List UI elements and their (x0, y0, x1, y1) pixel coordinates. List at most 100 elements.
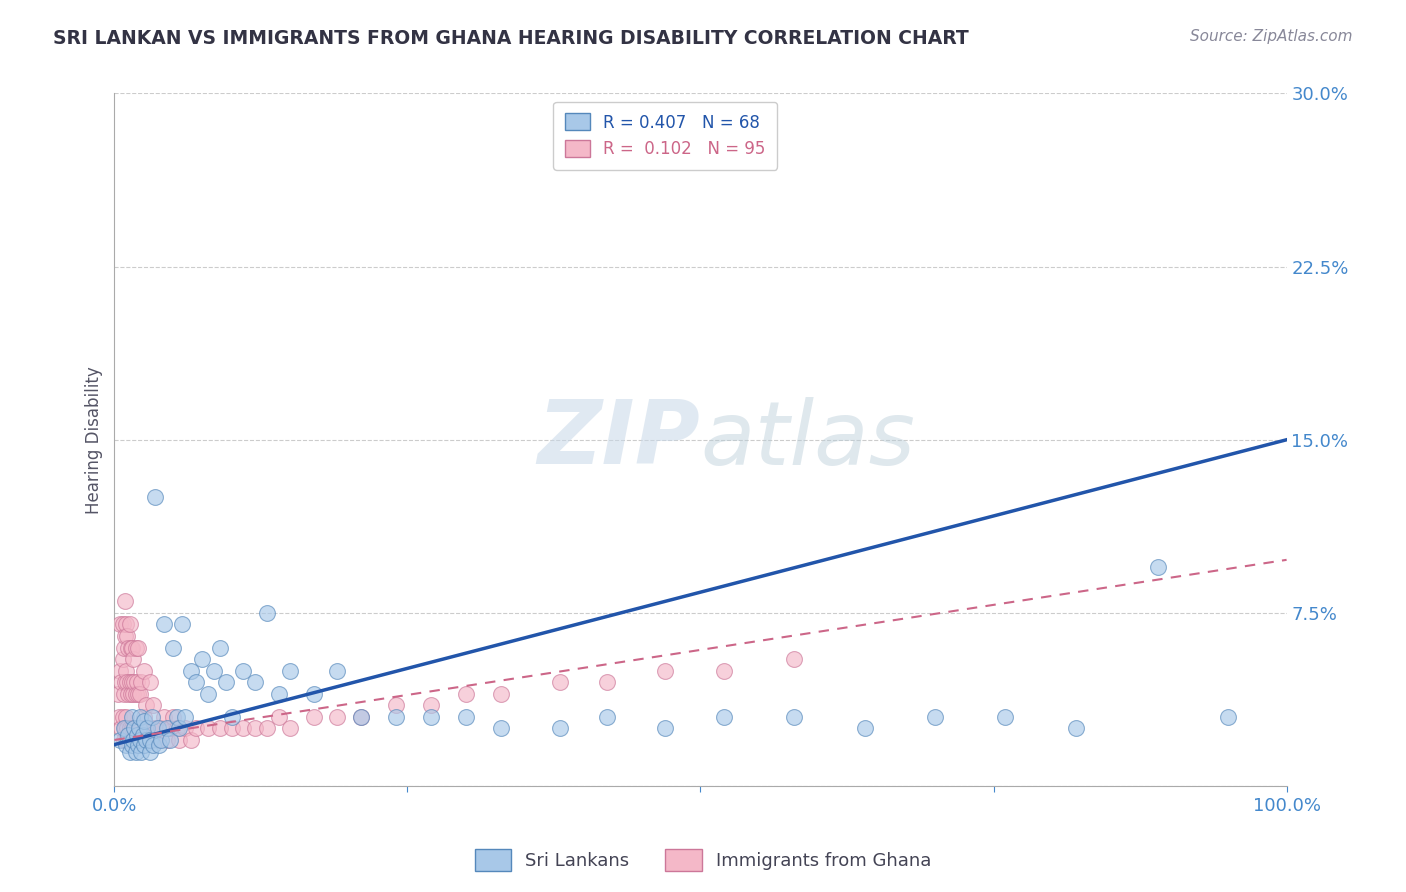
Point (108, 710, 131, 724)
Point (120, 687, 142, 701)
Point (267, 687, 290, 701)
Point (180, 733, 202, 747)
Point (208, 722, 231, 736)
Point (110, 675, 132, 690)
Point (994, 710, 1017, 724)
Point (419, 710, 441, 724)
Point (138, 675, 160, 690)
Point (162, 640, 184, 655)
Point (114, 675, 136, 690)
Point (125, 722, 148, 736)
Point (138, 722, 160, 736)
Point (110, 722, 132, 736)
Point (124, 722, 146, 736)
Point (156, 722, 179, 736)
Point (128, 722, 150, 736)
Point (454, 687, 477, 701)
Point (150, 722, 173, 736)
Point (202, 664, 225, 678)
Point (146, 733, 169, 747)
Point (127, 738, 149, 752)
Point (121, 738, 143, 752)
Point (121, 675, 143, 690)
Point (197, 722, 219, 736)
Point (141, 733, 163, 747)
Point (243, 722, 266, 736)
Point (384, 710, 406, 724)
Y-axis label: Hearing Disability: Hearing Disability (86, 366, 103, 514)
Point (132, 710, 155, 724)
Point (135, 733, 157, 747)
Point (120, 640, 142, 655)
Point (131, 675, 153, 690)
Point (162, 710, 184, 724)
Point (131, 744, 153, 758)
Point (232, 722, 254, 736)
Point (114, 629, 136, 643)
Point (117, 629, 139, 643)
Point (118, 744, 141, 758)
Text: SRI LANKAN VS IMMIGRANTS FROM GHANA HEARING DISABILITY CORRELATION CHART: SRI LANKAN VS IMMIGRANTS FROM GHANA HEAR… (53, 29, 969, 47)
Point (112, 733, 135, 747)
Point (146, 722, 169, 736)
Point (152, 617, 174, 632)
Point (118, 722, 141, 736)
Point (122, 687, 145, 701)
Point (127, 640, 149, 655)
Point (148, 738, 170, 752)
Point (384, 698, 406, 713)
Text: atlas: atlas (700, 397, 915, 483)
Point (122, 652, 145, 666)
Point (118, 675, 141, 690)
Point (127, 687, 149, 701)
Point (419, 698, 441, 713)
Point (132, 664, 155, 678)
Point (115, 617, 138, 632)
Point (489, 687, 512, 701)
Point (152, 710, 174, 724)
Point (142, 698, 165, 713)
Point (145, 491, 167, 505)
Point (596, 710, 619, 724)
Point (110, 733, 132, 747)
Point (548, 722, 571, 736)
Point (221, 710, 243, 724)
Point (115, 738, 138, 752)
Point (267, 710, 290, 724)
Point (654, 664, 676, 678)
Point (167, 733, 190, 747)
Point (654, 722, 676, 736)
Point (122, 733, 145, 747)
Point (136, 722, 159, 736)
Point (173, 710, 195, 724)
Point (197, 687, 219, 701)
Point (112, 640, 135, 655)
Point (138, 744, 160, 758)
Point (243, 675, 266, 690)
Point (115, 733, 138, 747)
Point (853, 722, 876, 736)
Point (124, 675, 146, 690)
Point (127, 733, 149, 747)
Point (302, 710, 325, 724)
Point (215, 675, 238, 690)
Point (115, 710, 138, 724)
Point (129, 710, 152, 724)
Point (156, 733, 179, 747)
Point (349, 710, 371, 724)
Point (221, 722, 243, 736)
Point (112, 722, 135, 736)
Point (135, 698, 157, 713)
Point (112, 687, 135, 701)
Point (159, 722, 181, 736)
Point (145, 722, 167, 736)
Point (141, 710, 163, 724)
Point (349, 710, 371, 724)
Point (120, 733, 142, 747)
Point (138, 733, 160, 747)
Point (167, 722, 190, 736)
Point (128, 722, 150, 736)
Point (132, 738, 155, 752)
Point (134, 722, 156, 736)
Point (232, 664, 254, 678)
